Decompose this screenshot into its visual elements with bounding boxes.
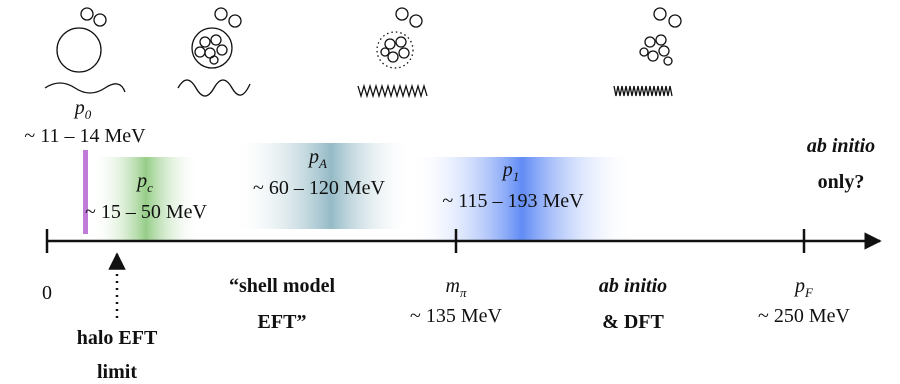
halo-label: limit	[97, 361, 137, 383]
shell-label: EFT”	[258, 311, 307, 333]
page: {"scales": [ {"symbol": "p", "subscript"…	[0, 0, 900, 384]
diagram: p0 ~ 11 – 14 MeV pc ~ 15 – 50 MeV pA ~ 6…	[0, 0, 900, 384]
ab-initio-dft: ab initio	[599, 275, 667, 297]
p1-range: ~ 115 – 193 MeV	[442, 190, 584, 212]
pa-range: ~ 60 – 120 MeV	[253, 177, 385, 199]
ab-initio-only: ab initio	[807, 135, 875, 157]
pc-range: ~ 15 – 50 MeV	[85, 201, 207, 223]
shell-label: “shell model	[229, 275, 336, 297]
pf-symbol: pF	[793, 275, 814, 300]
ab-initio-only: only?	[818, 171, 865, 193]
mpi-value: ~ 135 MeV	[410, 305, 502, 327]
illustrations	[45, 8, 681, 96]
halo-label: halo EFT	[77, 327, 158, 349]
mpi-symbol: mπ	[446, 275, 467, 300]
origin-label: 0	[42, 282, 52, 304]
ab-initio-dft: & DFT	[602, 311, 664, 333]
p0-symbol: p0	[73, 97, 92, 122]
p0-range: ~ 11 – 14 MeV	[24, 125, 146, 147]
pf-value: ~ 250 MeV	[758, 305, 850, 327]
